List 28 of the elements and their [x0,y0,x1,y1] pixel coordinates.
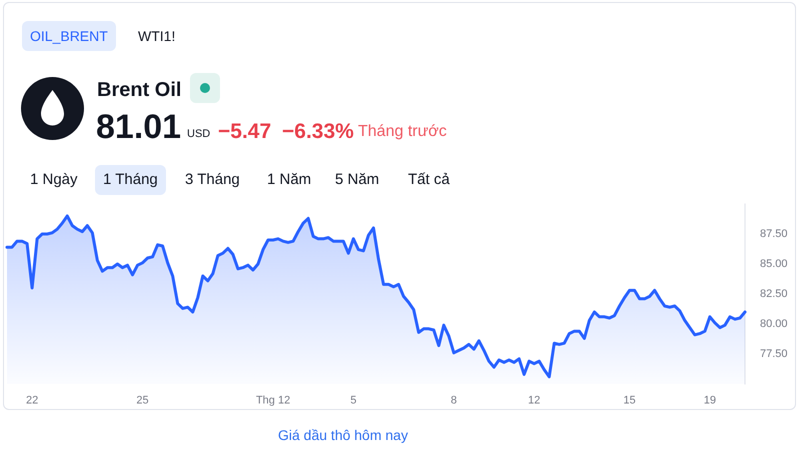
x-tick-label: 12 [528,394,540,407]
button[interactable]: 1 Ngày [22,165,86,195]
button[interactable]: 5 Năm [327,165,388,195]
text: Tháng trước [358,123,447,140]
y-tick-label: 87.50 [760,228,788,240]
button[interactable]: 1 Tháng [95,165,166,195]
tab[interactable]: OIL_BRENT [22,21,116,51]
text: Giá dầu thô hôm nay [278,427,408,443]
button[interactable]: 1 Năm [259,165,320,195]
x-tick-label: 15 [623,394,636,407]
x-tick-label: 8 [450,394,457,407]
x-tick-label: Thg 12 [256,394,290,407]
y-tick-label: 77.50 [760,348,788,360]
text: USD [187,128,210,140]
y-tick-label: 82.50 [760,288,788,300]
chart-title: Brent Oil [97,79,182,101]
text: 81.01 [96,108,182,146]
text: −5.47 [218,120,272,143]
text: −6.33% [282,120,354,143]
tab[interactable]: WTI1! [130,21,184,51]
button[interactable]: Tất cả [400,165,458,195]
button[interactable]: 3 Tháng [177,165,248,195]
x-tick-label: 22 [26,394,38,407]
y-tick-label: 80.00 [760,318,788,330]
x-tick-label: 5 [350,394,356,407]
x-tick-label: 25 [136,394,149,407]
y-tick-label: 85.00 [760,258,788,270]
x-tick-label: 19 [704,394,716,407]
